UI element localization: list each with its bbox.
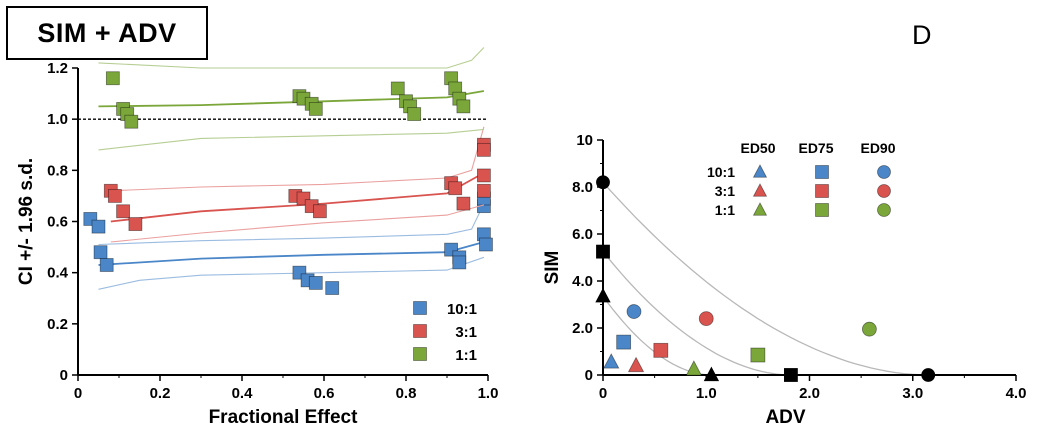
legend-header-ed75: ED75	[798, 140, 833, 156]
data-point-3:1	[108, 189, 122, 203]
axis-triangle-point	[703, 366, 720, 382]
left-y-tick-label: 0.4	[47, 265, 69, 282]
left-y-tick-label: 1.2	[47, 60, 68, 77]
left-x-tick-label: 1.0	[478, 385, 499, 402]
legend-row-label: 1:1	[715, 202, 735, 218]
figure-title: SIM + ADV	[6, 6, 208, 60]
point-1-1-ed90	[861, 321, 877, 337]
ci-upper-3:1	[110, 126, 485, 192]
ci-upper-10:1	[98, 203, 485, 246]
right-y-tick-label: 8.0	[572, 179, 593, 196]
ci-lower-3:1	[110, 204, 485, 243]
left-y-tick-label: 0.2	[47, 316, 68, 333]
legend-label: 3:1	[455, 324, 477, 341]
fit-line-10:1	[98, 241, 485, 266]
ci-lower-1:1	[98, 128, 484, 151]
data-point-1:1	[456, 99, 471, 114]
data-point-10:1	[99, 258, 114, 272]
isobole-line	[602, 181, 929, 376]
legend-label: 1:1	[455, 347, 477, 364]
left-y-tick-label: 1.0	[47, 111, 68, 128]
right-x-tick-label: 2.0	[799, 385, 820, 402]
right-y-tick-label: 4.0	[572, 273, 593, 290]
right-x-tick-label: 4.0	[1006, 385, 1027, 402]
legend-circle-marker	[877, 203, 891, 217]
point-3-1-ed90	[698, 311, 714, 327]
legend-marker-10:1	[413, 301, 427, 315]
left-x-tick-label: 0.6	[314, 385, 335, 402]
axis-square-point	[784, 368, 798, 382]
axis-circle-point	[921, 368, 936, 382]
legend-label: 10:1	[447, 301, 477, 318]
right-x-axis-label: ADV	[765, 407, 805, 428]
right-y-tick-label: 6.0	[572, 226, 593, 243]
legend-square-marker	[815, 165, 829, 179]
panel-label: D	[912, 20, 932, 50]
axis-circle-point	[596, 175, 610, 190]
data-point-10:1	[91, 219, 106, 234]
legend-marker-3:1	[413, 324, 427, 338]
data-point-3:1	[448, 181, 463, 196]
right-y-tick-label: 0	[585, 367, 593, 384]
point-10-1-ed75	[616, 334, 632, 350]
data-point-3:1	[476, 183, 491, 198]
data-point-3:1	[116, 204, 130, 219]
legend-marker-1:1	[413, 347, 427, 361]
left-x-tick-label: 0	[74, 385, 82, 402]
ci-upper-1:1	[98, 47, 485, 69]
legend-row-label: 10:1	[707, 164, 735, 180]
data-point-1:1	[124, 114, 139, 129]
data-point-1:1	[390, 81, 405, 96]
data-point-3:1	[312, 204, 327, 219]
left-y-tick-label: 0.6	[47, 214, 68, 231]
right-x-tick-label: 1.0	[696, 385, 717, 402]
fit-line-1:1	[98, 90, 485, 108]
data-point-3:1	[476, 142, 491, 157]
legend-header-ed50: ED50	[740, 140, 775, 156]
point-3-1-ed75	[653, 342, 669, 358]
right-x-tick-label: 3.0	[902, 385, 923, 402]
legend-header-ed90: ED90	[860, 140, 895, 156]
axis-triangle-point	[595, 287, 611, 303]
right-y-axis-label: SIM	[542, 251, 563, 285]
axis-square-point	[596, 244, 610, 259]
point-1-1-ed50	[685, 360, 703, 376]
left-x-axis-label: Fractional Effect	[209, 407, 359, 428]
legend-triangle-marker	[752, 183, 768, 197]
data-point-3:1	[476, 168, 491, 183]
right-y-tick-label: 10	[576, 132, 593, 149]
left-x-tick-label: 0.8	[396, 385, 417, 402]
data-point-1:1	[308, 102, 323, 116]
legend-triangle-marker	[752, 164, 768, 178]
point-10-1-ed50	[603, 353, 620, 369]
legend-triangle-marker	[752, 202, 768, 216]
legend-square-marker	[815, 203, 829, 217]
legend-circle-marker	[877, 165, 891, 179]
data-point-10:1	[479, 237, 493, 252]
data-point-10:1	[93, 245, 108, 260]
right-x-tick-label: 0	[599, 385, 607, 402]
data-point-1:1	[105, 71, 120, 86]
left-y-tick-label: 0	[60, 367, 68, 384]
data-point-3:1	[456, 196, 471, 211]
data-point-1:1	[407, 107, 422, 121]
point-1-1-ed75	[750, 347, 766, 363]
left-x-tick-label: 0.2	[150, 385, 171, 402]
legend-row-label: 3:1	[715, 183, 735, 199]
legend-square-marker	[815, 184, 829, 198]
data-point-10:1	[325, 281, 340, 295]
point-3-1-ed50	[627, 356, 645, 373]
right-y-tick-label: 2.0	[572, 320, 593, 337]
left-y-axis-label: CI +/- 1.96 s.d.	[16, 158, 37, 285]
left-y-tick-label: 0.8	[47, 162, 68, 179]
point-10-1-ed90	[626, 304, 642, 319]
isobole-line	[602, 251, 791, 376]
legend-circle-marker	[877, 184, 891, 198]
data-point-10:1	[308, 275, 323, 290]
left-x-tick-label: 0.4	[232, 385, 254, 402]
data-point-3:1	[128, 217, 143, 231]
data-point-10:1	[452, 255, 467, 270]
